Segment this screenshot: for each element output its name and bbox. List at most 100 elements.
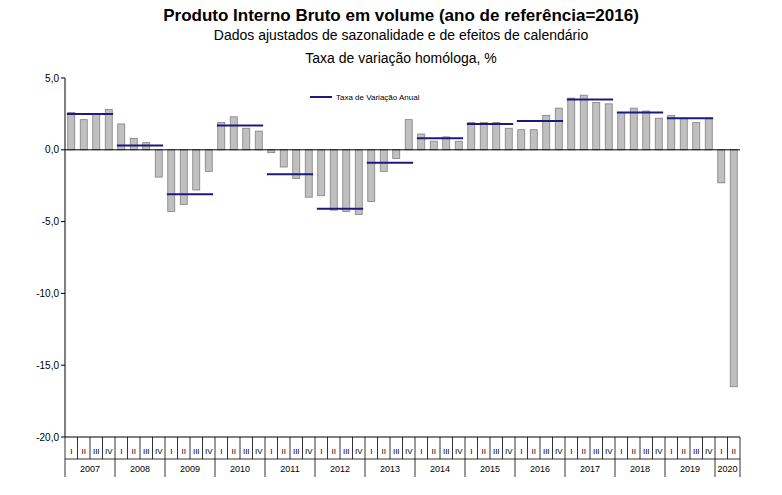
title: Produto Interno Bruto em volume (ano de … xyxy=(163,6,639,25)
x-tick-label: III xyxy=(93,447,100,456)
bar xyxy=(618,112,625,149)
bar xyxy=(155,150,162,177)
x-tick-label: IV xyxy=(705,447,713,456)
bar xyxy=(605,104,612,150)
y-tick-label: -15,0 xyxy=(36,360,59,371)
annual-rate-line xyxy=(317,208,363,210)
bar xyxy=(168,150,175,212)
quarter-tick xyxy=(552,437,553,459)
x-tick-label: III xyxy=(343,447,350,456)
year-separator xyxy=(515,437,516,477)
year-separator xyxy=(115,437,116,477)
quarter-tick xyxy=(127,437,128,459)
bar xyxy=(643,111,650,150)
x-tick-label: II xyxy=(632,447,636,456)
year-separator xyxy=(365,437,366,477)
bar xyxy=(218,123,225,150)
legend-swatch xyxy=(310,96,332,98)
quarter-tick xyxy=(290,437,291,459)
x-tick-label: III xyxy=(543,447,550,456)
annual-rate-line xyxy=(117,144,163,146)
x-tick-label: III xyxy=(243,447,250,456)
year-label: 2008 xyxy=(130,464,150,474)
x-tick-label: I xyxy=(670,447,672,456)
quarter-tick xyxy=(702,437,703,459)
y-tick-label: -20,0 xyxy=(36,432,59,443)
x-tick-label: II xyxy=(332,447,336,456)
x-tick-label: IV xyxy=(605,447,613,456)
year-label: 2014 xyxy=(430,464,450,474)
x-tick-label: III xyxy=(143,447,150,456)
quarter-tick xyxy=(577,437,578,459)
annual-rate-line xyxy=(367,162,413,164)
bar xyxy=(318,150,325,196)
year-label: 2015 xyxy=(480,464,500,474)
x-tick-label: II xyxy=(582,447,586,456)
bar xyxy=(255,131,262,150)
quarter-tick xyxy=(277,437,278,459)
bar xyxy=(243,128,250,150)
year-label: 2018 xyxy=(630,464,650,474)
bar xyxy=(493,123,500,150)
quarter-tick xyxy=(152,437,153,459)
year-separator xyxy=(715,437,716,477)
bar xyxy=(518,130,525,150)
quarter-tick xyxy=(590,437,591,459)
quarter-tick xyxy=(652,437,653,459)
x-tick-label: III xyxy=(493,447,500,456)
year-separator xyxy=(265,437,266,477)
quarter-tick xyxy=(327,437,328,459)
bar xyxy=(330,150,337,210)
y-tick xyxy=(61,293,65,294)
bar xyxy=(405,120,412,150)
bar xyxy=(68,112,75,149)
quarter-tick xyxy=(177,437,178,459)
bar xyxy=(355,150,362,215)
annual-rate-line xyxy=(417,137,463,139)
bar xyxy=(718,150,725,183)
quarter-tick xyxy=(390,437,391,459)
bar xyxy=(680,118,687,150)
quarter-tick xyxy=(440,437,441,459)
bar xyxy=(468,123,475,150)
annual-rate-line xyxy=(167,193,213,195)
x-tick-label: I xyxy=(470,447,472,456)
x-tick-label: III xyxy=(643,447,650,456)
x-tick-label: I xyxy=(720,447,722,456)
y-tick-label: -10,0 xyxy=(36,288,59,299)
bar xyxy=(230,117,237,150)
quarter-tick xyxy=(727,437,728,459)
year-separator xyxy=(415,437,416,477)
year-separator xyxy=(565,437,566,477)
x-tick-label: III xyxy=(293,447,300,456)
y-tick-label: -5,0 xyxy=(42,216,60,227)
bar xyxy=(555,108,562,150)
annual-rate-line xyxy=(667,117,713,119)
x-tick-label: II xyxy=(132,447,136,456)
bar xyxy=(180,150,187,205)
x-tick-label: II xyxy=(682,447,686,456)
bar xyxy=(593,102,600,149)
quarter-tick xyxy=(202,437,203,459)
y-tick xyxy=(61,221,65,222)
x-tick-label: III xyxy=(593,447,600,456)
quarter-tick xyxy=(402,437,403,459)
quarter-tick xyxy=(477,437,478,459)
quarter-tick xyxy=(302,437,303,459)
quarter-tick xyxy=(490,437,491,459)
x-tick-label: II xyxy=(532,447,536,456)
y-axis xyxy=(65,78,66,437)
plot-marks xyxy=(67,95,737,387)
x-tick-label: I xyxy=(520,447,522,456)
bar xyxy=(193,150,200,190)
x-tick-label: II xyxy=(82,447,86,456)
bar xyxy=(80,120,87,150)
bar xyxy=(568,98,575,150)
year-label: 2020 xyxy=(717,464,737,474)
x-tick-label: IV xyxy=(305,447,313,456)
quarter-tick xyxy=(640,437,641,459)
year-label: 2016 xyxy=(530,464,550,474)
x-tick-label: IV xyxy=(155,447,163,456)
x-tick-label: II xyxy=(182,447,186,456)
year-label: 2012 xyxy=(330,464,350,474)
